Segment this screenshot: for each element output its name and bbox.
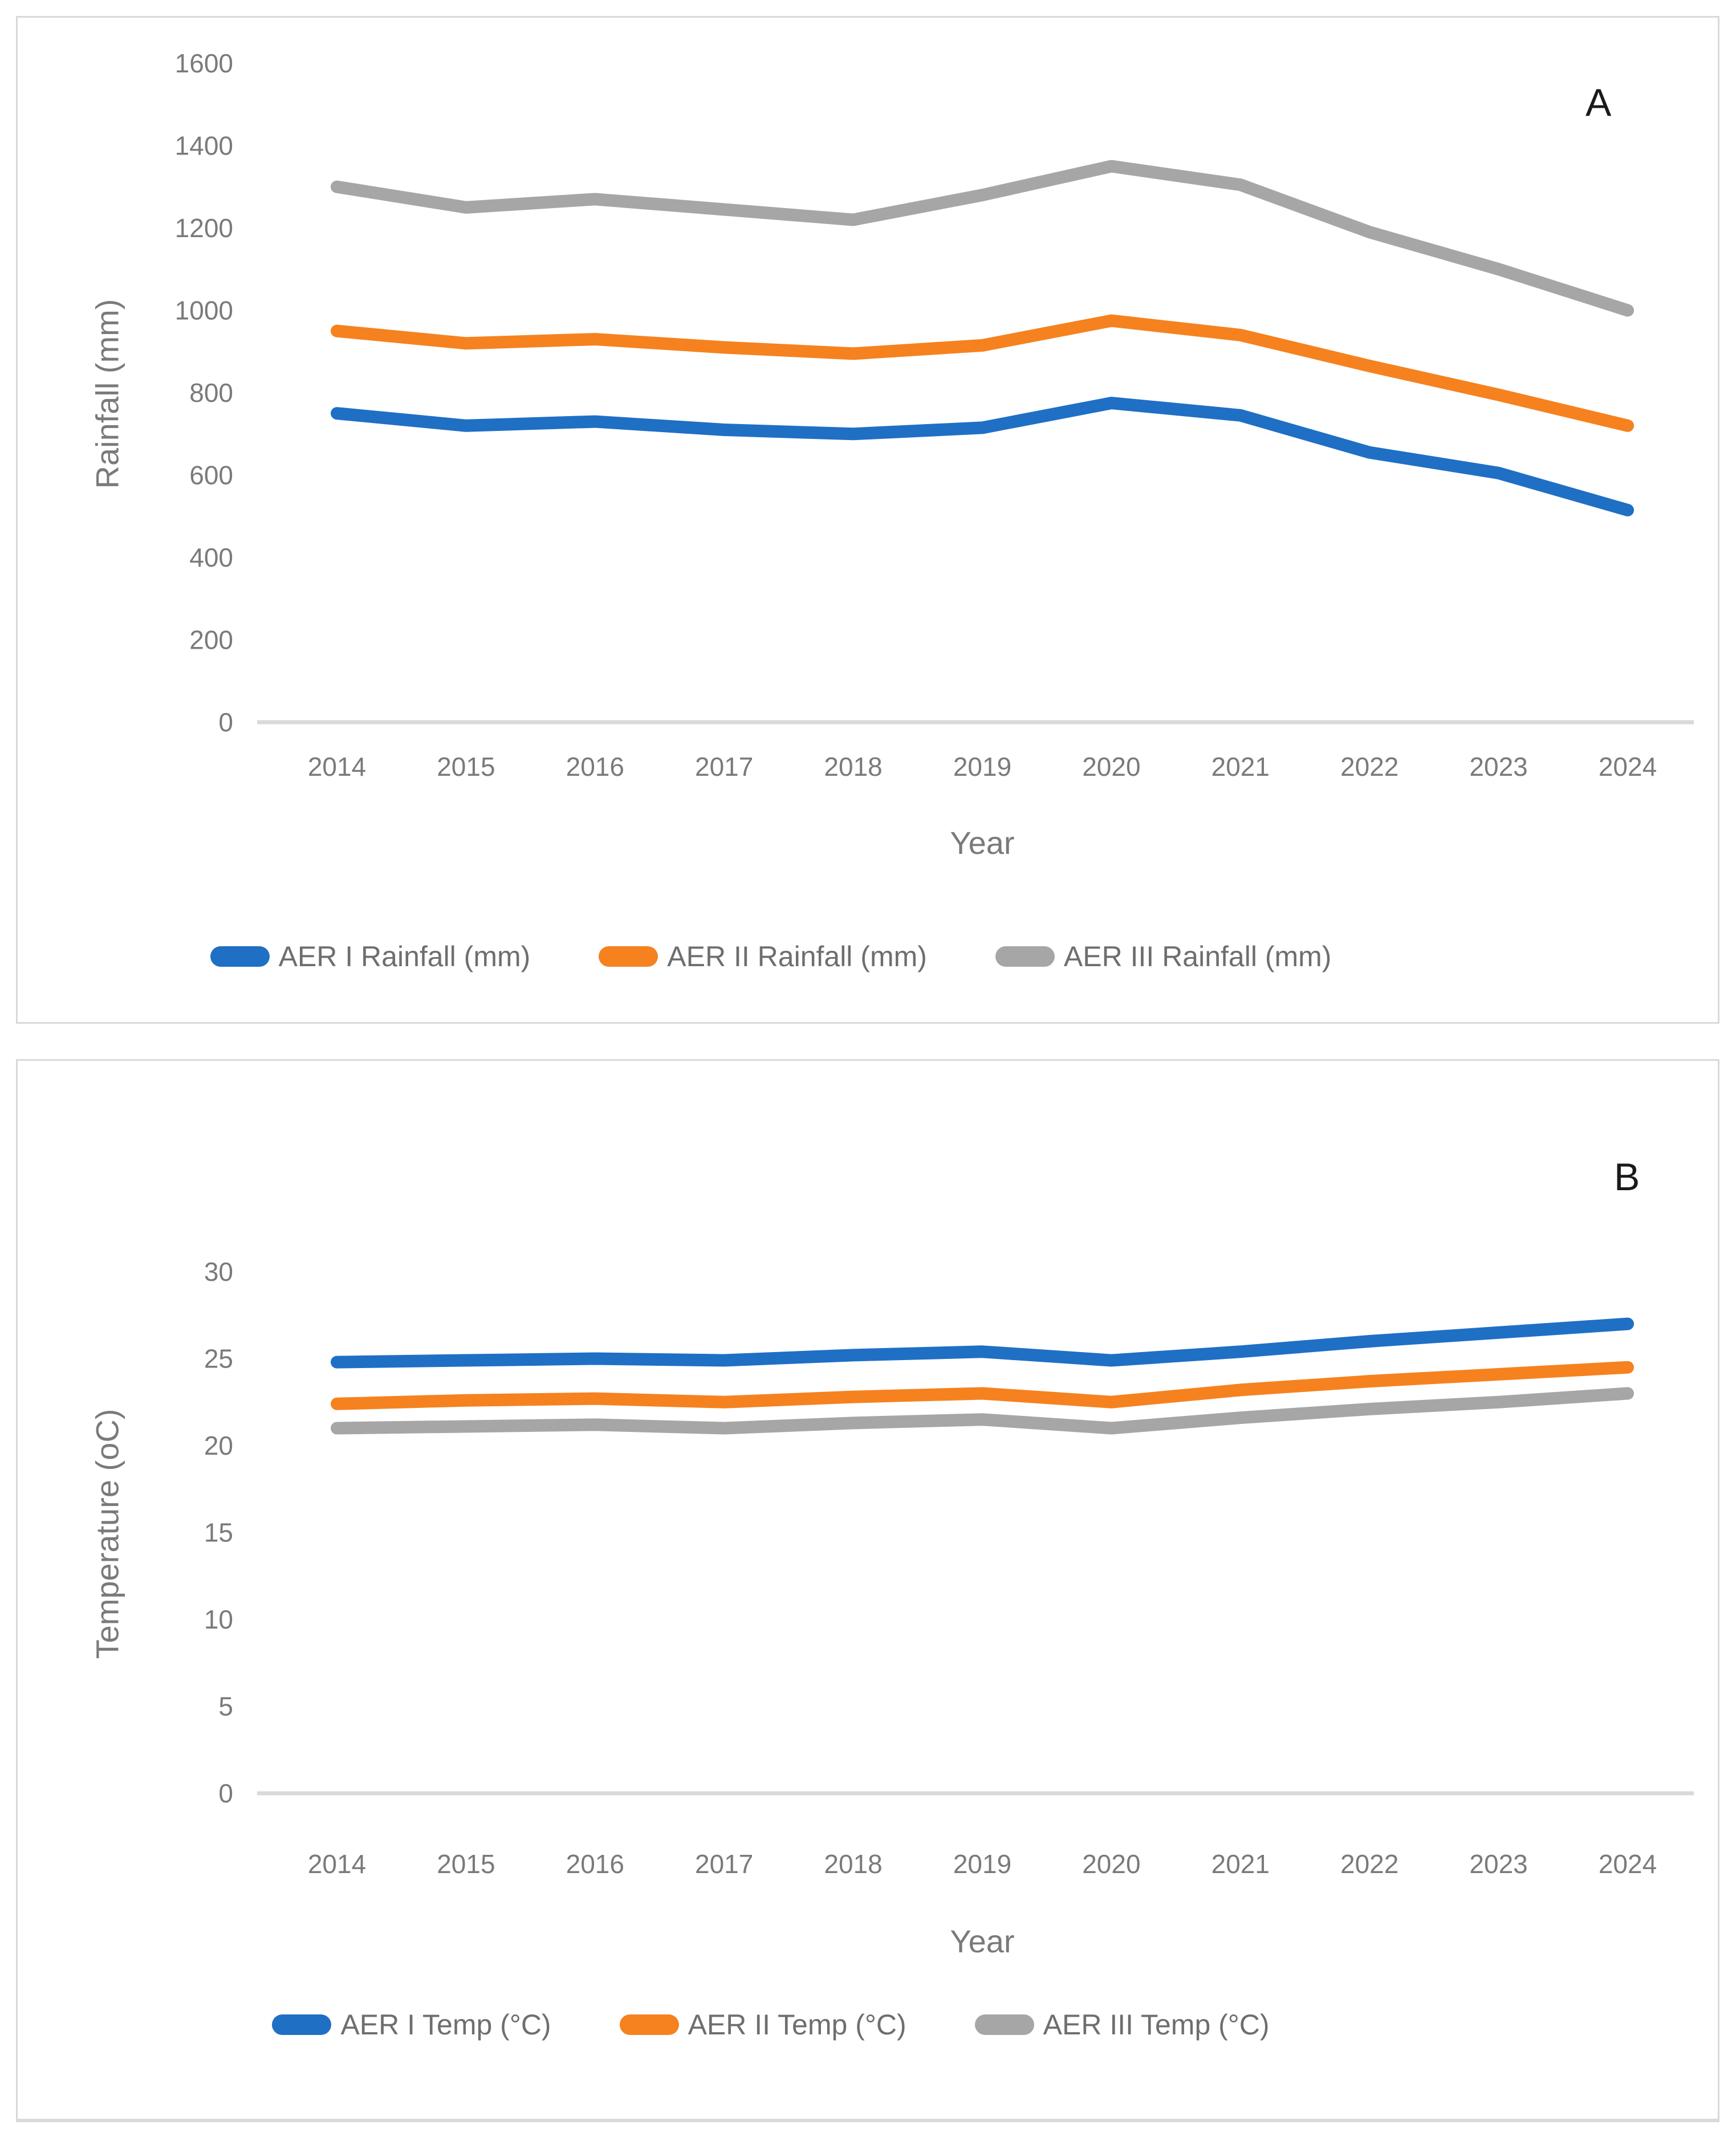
svg-text:800: 800 [189,378,233,408]
svg-text:2018: 2018 [824,1849,882,1879]
svg-text:2017: 2017 [695,1849,753,1879]
svg-text:2017: 2017 [695,752,753,781]
rainfall-x-axis-title: Year [950,825,1015,861]
svg-text:2022: 2022 [1340,1849,1398,1879]
svg-text:2019: 2019 [953,1849,1011,1879]
legend-label-aer1-temp: AER I Temp (°C) [340,2009,551,2041]
legend-item-aer1-temp: AER I Temp (°C) [272,2008,551,2041]
svg-text:10: 10 [204,1605,233,1634]
svg-text:25: 25 [204,1344,233,1374]
svg-text:1600: 1600 [175,48,233,78]
svg-text:600: 600 [189,461,233,490]
svg-text:2021: 2021 [1211,1849,1270,1879]
svg-text:2023: 2023 [1469,752,1527,781]
legend-label-aer2-temp: AER II Temp (°C) [688,2009,906,2041]
temperature-x-axis-title: Year [950,1923,1015,1959]
svg-text:1400: 1400 [175,131,233,161]
temperature-line-chart: 0 5 10 15 20 25 30 2014 2015 2016 2017 2018 2019 2020… [204,1257,1694,1879]
aer2-rainfall-line-swatch-icon [599,946,658,967]
legend-item-aer3-rainfall: AER III Rainfall (mm) [995,940,1332,973]
svg-text:0: 0 [218,707,233,737]
svg-text:2016: 2016 [566,1849,624,1879]
legend-item-aer3-temp: AER III Temp (°C) [974,2008,1270,2041]
legend-label-aer3-rainfall: AER III Rainfall (mm) [1063,941,1332,972]
svg-text:1000: 1000 [175,296,233,325]
svg-text:20: 20 [204,1431,233,1460]
svg-text:5: 5 [218,1692,233,1721]
rainfall-chart-panel: 0 200 400 600 800 1000 1200 1400 1600 2014 2015 201… [16,16,1719,1024]
aer1-temp-line-swatch-icon [272,2014,332,2035]
svg-text:2024: 2024 [1599,1849,1657,1879]
svg-text:200: 200 [189,625,233,655]
svg-text:30: 30 [204,1257,233,1287]
svg-text:2021: 2021 [1211,752,1270,781]
legend-label-aer2-rainfall: AER II Rainfall (mm) [667,941,927,972]
svg-text:1200: 1200 [175,213,233,243]
rainfall-legend: AER I Rainfall (mm) AER II Rainfall (mm)… [0,940,1621,973]
aer3-rainfall-line-swatch-icon [995,946,1055,967]
panel-b-label: B [1614,1155,1640,1199]
svg-text:2024: 2024 [1599,752,1657,781]
legend-label-aer3-temp: AER III Temp (°C) [1043,2009,1270,2041]
legend-item-aer2-temp: AER II Temp (°C) [619,2008,906,2041]
aer1-rainfall-line-swatch-icon [210,946,270,967]
rainfall-line-chart: 0 200 400 600 800 1000 1200 1400 1600 2014 2015 201… [175,48,1694,781]
svg-text:2014: 2014 [308,1849,366,1879]
svg-text:2020: 2020 [1082,752,1140,781]
aer3-temp-line-swatch-icon [974,2014,1034,2035]
legend-label-aer1-rainfall: AER I Rainfall (mm) [278,941,531,972]
svg-text:400: 400 [189,543,233,572]
svg-text:2014: 2014 [308,752,366,781]
svg-text:2018: 2018 [824,752,882,781]
svg-text:2015: 2015 [437,752,495,781]
rainfall-y-axis-title: Rainfall (mm) [89,299,125,489]
aer2-temp-line-swatch-icon [619,2014,679,2035]
svg-text:0: 0 [218,1778,233,1808]
svg-text:2023: 2023 [1469,1849,1527,1879]
svg-text:2020: 2020 [1082,1849,1140,1879]
svg-text:2019: 2019 [953,752,1011,781]
panel-a-label: A [1585,81,1612,124]
svg-text:15: 15 [204,1518,233,1548]
temperature-legend: AER I Temp (°C) AER II Temp (°C) AER III… [0,2008,1621,2041]
svg-text:2022: 2022 [1340,752,1398,781]
legend-item-aer2-rainfall: AER II Rainfall (mm) [599,940,927,973]
temperature-chart-panel: 0 5 10 15 20 25 30 2014 2015 2016 2017 2018 2019 2020… [16,1059,1719,2122]
legend-item-aer1-rainfall: AER I Rainfall (mm) [210,940,531,973]
svg-text:2016: 2016 [566,752,624,781]
svg-text:2015: 2015 [437,1849,495,1879]
temperature-y-axis-title: Temperature (oC) [89,1409,125,1659]
